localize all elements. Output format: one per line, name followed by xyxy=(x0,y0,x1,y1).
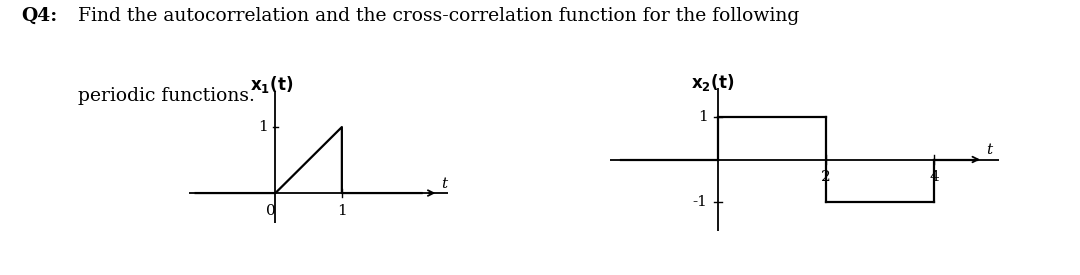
Text: 1: 1 xyxy=(698,111,707,125)
Text: 0: 0 xyxy=(266,204,275,218)
Text: t: t xyxy=(441,177,447,191)
Text: 4: 4 xyxy=(929,170,940,184)
Text: Find the autocorrelation and the cross-correlation function for the following: Find the autocorrelation and the cross-c… xyxy=(78,7,799,25)
Text: $\bf{x_2(t)}$: $\bf{x_2(t)}$ xyxy=(691,72,734,93)
Text: 1: 1 xyxy=(337,204,347,218)
Text: t: t xyxy=(986,143,993,157)
Text: 1: 1 xyxy=(258,120,268,134)
Text: -1: -1 xyxy=(692,194,707,208)
Text: 2: 2 xyxy=(821,170,832,184)
Text: periodic functions.: periodic functions. xyxy=(78,87,255,104)
Text: Q4:: Q4: xyxy=(22,7,58,25)
Text: $\bf{x_1(t)}$: $\bf{x_1(t)}$ xyxy=(251,74,294,95)
